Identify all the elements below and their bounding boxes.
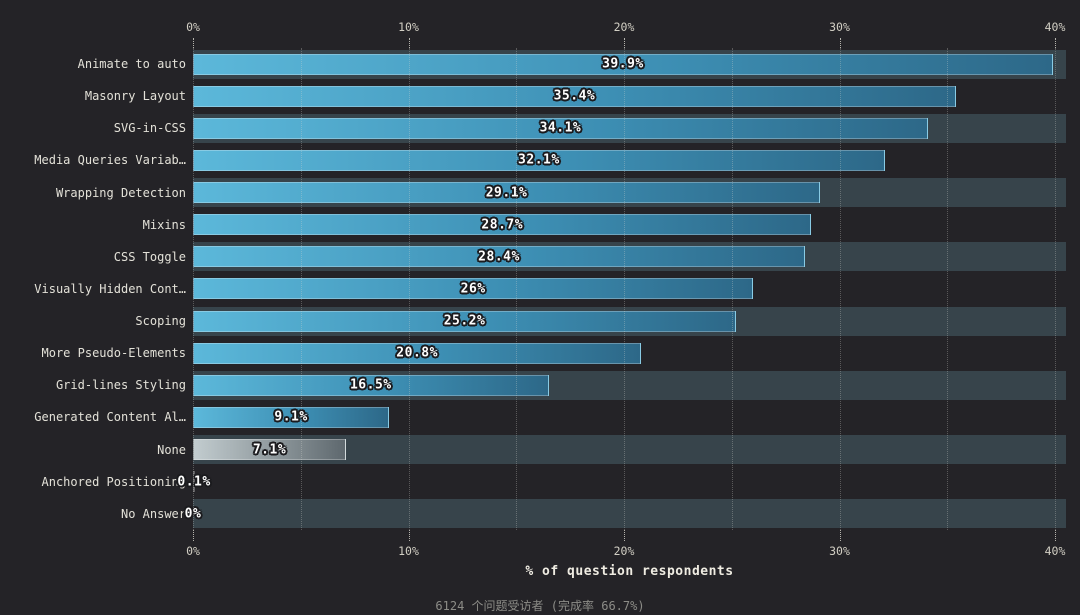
value-label: 7.1%: [252, 442, 287, 458]
chart-row: Generated Content Al… 9.1%: [0, 401, 1080, 433]
chart-footer: 6124 个问题受访者 (完成率 66.7%): [435, 599, 645, 613]
x-tick-bottom: [1055, 530, 1056, 541]
x-tick-label-top: 40%: [1044, 20, 1066, 34]
value-label: 32.1%: [518, 152, 560, 168]
x-tick-label-bottom: 0%: [186, 544, 200, 558]
x-tick-label-bottom: 30%: [829, 544, 850, 558]
gridline: [516, 48, 518, 530]
chart-row: No Answer 0%: [0, 498, 1080, 530]
row-label: None: [157, 442, 186, 457]
value-label: 28.7%: [481, 217, 524, 233]
gridline: [624, 48, 625, 530]
value-label: 25.2%: [443, 313, 486, 329]
chart-row: Masonry Layout 35.4%: [0, 80, 1080, 112]
chart-row: Grid-lines Styling 16.5%: [0, 369, 1080, 401]
gridline: [193, 48, 194, 530]
x-tick-top: [839, 38, 841, 48]
bar-track: [193, 499, 1066, 529]
value-label: 29.1%: [485, 185, 528, 201]
chart-row: Visually Hidden Cont… 26%: [0, 273, 1080, 305]
bar[interactable]: [193, 53, 1053, 75]
chart-row: Scoping 25.2%: [0, 305, 1080, 337]
bar[interactable]: [193, 85, 956, 107]
value-label: 35.4%: [553, 88, 596, 104]
x-tick-bottom: [839, 530, 841, 541]
x-tick-label-top: 10%: [398, 20, 419, 34]
chart-row: Wrapping Detection 29.1%: [0, 177, 1080, 209]
x-tick-bottom: [408, 530, 410, 541]
bar[interactable]: [193, 278, 754, 300]
row-label: Media Queries Variab…: [34, 153, 186, 168]
chart-row: Animate to auto 39.9%: [0, 48, 1080, 80]
gridline: [408, 48, 410, 530]
x-tick-top: [408, 38, 410, 48]
row-label: CSS Toggle: [113, 249, 186, 264]
row-label: Mixins: [142, 217, 186, 232]
x-axis-title: % of question respondents: [525, 564, 734, 579]
gridline: [1055, 48, 1056, 530]
value-label: 9.1%: [274, 409, 308, 425]
x-tick-top: [1055, 38, 1056, 48]
bar[interactable]: [193, 342, 642, 364]
bar[interactable]: [193, 310, 737, 332]
chart-row: CSS Toggle 28.4%: [0, 241, 1080, 273]
row-label: SVG-in-CSS: [113, 121, 186, 136]
chart-row: None 7.1%: [0, 434, 1080, 466]
chart-row: Mixins 28.7%: [0, 209, 1080, 241]
row-label: No Answer: [120, 506, 186, 521]
value-label: 20.8%: [396, 345, 438, 361]
value-label: 39.9%: [602, 56, 644, 72]
bar[interactable]: [193, 117, 928, 139]
bar[interactable]: [193, 182, 821, 204]
x-tick-label-top: 30%: [829, 20, 850, 34]
value-label: 26%: [460, 281, 486, 297]
chart-row: Anchored Positioning 0.1%: [0, 466, 1080, 498]
x-tick-bottom: [193, 530, 194, 541]
x-tick-bottom: [624, 530, 625, 541]
row-label: More Pseudo-Elements: [41, 346, 187, 361]
row-label: Wrapping Detection: [55, 185, 186, 200]
bar[interactable]: [193, 149, 885, 171]
row-label: Anchored Positioning: [41, 474, 187, 489]
bar[interactable]: [193, 246, 806, 268]
value-label: 16.5%: [349, 377, 392, 393]
bar[interactable]: [193, 439, 346, 461]
x-tick-top: [193, 38, 194, 48]
gridline: [731, 48, 733, 530]
chart-row: More Pseudo-Elements 20.8%: [0, 337, 1080, 369]
row-label: Masonry Layout: [84, 89, 186, 104]
bar[interactable]: [193, 471, 196, 493]
x-tick-label-bottom: 10%: [398, 544, 419, 558]
row-label: Scoping: [135, 314, 186, 329]
row-label: Grid-lines Styling: [55, 378, 186, 393]
gridline: [839, 48, 841, 530]
gridline: [947, 48, 949, 530]
value-label: 34.1%: [539, 120, 582, 136]
bar[interactable]: [193, 214, 812, 236]
x-tick-top: [624, 38, 625, 48]
value-label: 28.4%: [478, 249, 520, 265]
x-tick-label-bottom: 40%: [1044, 544, 1066, 558]
bar[interactable]: [193, 374, 549, 396]
value-label: 0.1%: [177, 474, 211, 490]
bar[interactable]: [193, 406, 390, 428]
chart-row: SVG-in-CSS 34.1%: [0, 112, 1080, 144]
x-tick-label-bottom: 20%: [613, 544, 635, 558]
row-label: Animate to auto: [77, 57, 186, 72]
x-tick-label-top: 0%: [186, 20, 200, 34]
row-label: Generated Content Al…: [34, 410, 186, 425]
chart-row: Media Queries Variab… 32.1%: [0, 144, 1080, 176]
x-tick-label-top: 20%: [613, 20, 635, 34]
gridline: [300, 48, 302, 530]
row-label: Visually Hidden Cont…: [34, 281, 186, 296]
value-label: 0%: [184, 506, 202, 522]
